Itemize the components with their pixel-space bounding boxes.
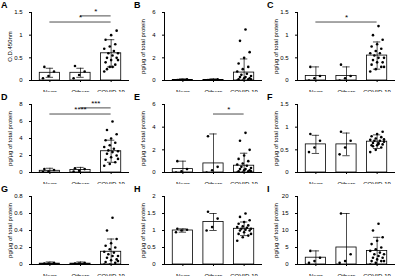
svg-text:6: 6	[152, 9, 156, 15]
svg-text:Others: Others	[204, 273, 222, 276]
svg-text:COVID-19: COVID-19	[230, 273, 258, 276]
svg-text:4: 4	[19, 135, 23, 141]
svg-text:10: 10	[282, 227, 289, 233]
svg-text:O.D.450nm: O.D.450nm	[7, 31, 13, 62]
svg-text:*: *	[227, 105, 230, 114]
svg-text:0.4: 0.4	[14, 227, 23, 233]
svg-text:Negs: Negs	[43, 273, 57, 276]
html-text:D: D	[1, 92, 8, 102]
svg-text:Others: Others	[71, 273, 89, 276]
svg-text:*: *	[94, 7, 97, 16]
svg-text:0: 0	[19, 169, 23, 175]
html-text:G: G	[1, 184, 8, 194]
svg-text:2: 2	[19, 152, 23, 158]
svg-text:0.5: 0.5	[147, 244, 156, 250]
svg-text:0: 0	[152, 77, 156, 83]
svg-text:pg/μg of total protein: pg/μg of total protein	[273, 203, 279, 258]
svg-text:0: 0	[285, 77, 289, 83]
svg-text:5: 5	[285, 244, 289, 250]
svg-text:0: 0	[285, 261, 289, 267]
svg-text:1.5: 1.5	[14, 9, 23, 15]
html-text:I: I	[267, 184, 270, 194]
svg-text:Others: Others	[337, 273, 355, 276]
svg-text:pg/μg of total protein: pg/μg of total protein	[140, 203, 146, 258]
svg-text:*: *	[345, 13, 348, 22]
svg-text:20: 20	[282, 193, 289, 199]
svg-text:pg/μg of total protein: pg/μg of total protein	[7, 203, 13, 258]
svg-text:1.5: 1.5	[280, 9, 289, 15]
svg-text:pg/μg of total protein: pg/μg of total protein	[273, 111, 279, 166]
svg-text:COVID-19: COVID-19	[363, 273, 391, 276]
html-text:A: A	[1, 0, 8, 10]
svg-text:8: 8	[19, 101, 23, 107]
svg-text:2: 2	[152, 147, 156, 153]
svg-text:Negs: Negs	[309, 273, 323, 276]
svg-text:0: 0	[152, 261, 156, 267]
svg-text:1: 1	[152, 227, 156, 233]
svg-text:4: 4	[152, 124, 156, 130]
html-text:H: H	[134, 184, 141, 194]
svg-text:0.8: 0.8	[14, 193, 23, 199]
svg-text:0.2: 0.2	[14, 244, 23, 250]
svg-text:0.5: 0.5	[280, 55, 289, 61]
svg-text:1: 1	[285, 32, 289, 38]
html-text:E: E	[134, 92, 140, 102]
svg-text:pg/μg of total protein: pg/μg of total protein	[7, 111, 13, 166]
svg-text:6: 6	[19, 118, 23, 124]
svg-text:*: *	[79, 13, 82, 22]
svg-text:0: 0	[19, 261, 23, 267]
svg-text:Negs: Negs	[176, 273, 190, 276]
svg-text:1: 1	[285, 124, 289, 130]
svg-text:1.5: 1.5	[147, 210, 156, 216]
svg-text:6: 6	[152, 101, 156, 107]
svg-text:0.5: 0.5	[280, 147, 289, 153]
svg-text:0: 0	[152, 169, 156, 175]
svg-text:****: ****	[74, 105, 86, 114]
svg-text:***: ***	[91, 99, 100, 108]
svg-text:2: 2	[152, 55, 156, 61]
svg-text:pg/μg of total protein: pg/μg of total protein	[273, 19, 279, 74]
svg-text:0: 0	[285, 169, 289, 175]
svg-text:0: 0	[19, 77, 23, 83]
svg-text:0.6: 0.6	[14, 210, 23, 216]
svg-text:COVID-19: COVID-19	[97, 273, 125, 276]
html-text:F: F	[267, 92, 273, 102]
svg-text:1: 1	[19, 32, 23, 38]
svg-text:15: 15	[282, 210, 289, 216]
svg-text:0.5: 0.5	[14, 55, 23, 61]
html-text:B: B	[134, 0, 141, 10]
svg-text:4: 4	[152, 32, 156, 38]
svg-text:pg/μg of total protein: pg/μg of total protein	[140, 111, 146, 166]
svg-text:1.5: 1.5	[280, 101, 289, 107]
svg-text:2: 2	[152, 193, 156, 199]
svg-text:pg/μg of total protein: pg/μg of total protein	[140, 19, 146, 74]
html-text:C: C	[267, 0, 274, 10]
